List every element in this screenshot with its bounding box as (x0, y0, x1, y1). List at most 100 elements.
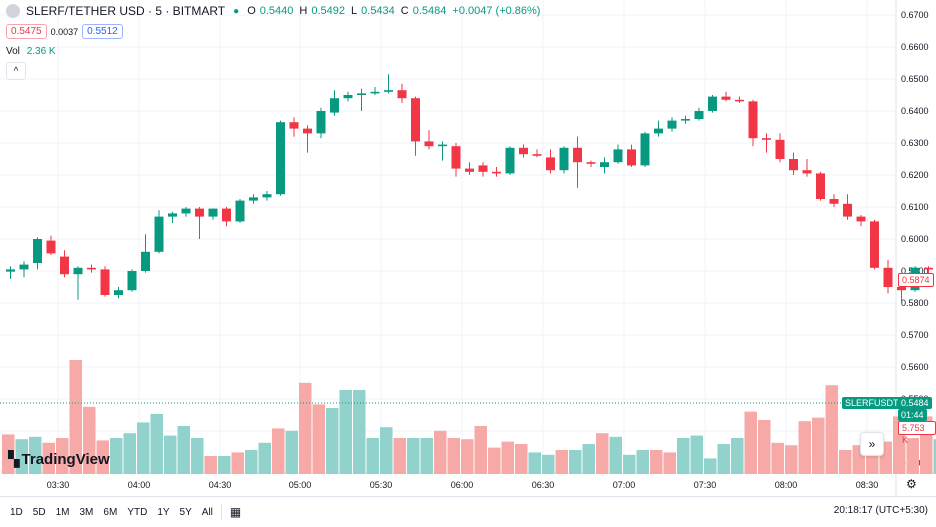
candle-body (330, 98, 339, 112)
y-tick-label: 0.6100 (901, 202, 929, 212)
volume-bar (205, 456, 218, 474)
volume-bar (461, 439, 474, 474)
candle-body (128, 271, 137, 290)
tradingview-wordmark: TradingView (22, 451, 110, 468)
candle-body (479, 165, 488, 171)
candle-body (452, 146, 461, 168)
candle-body (695, 111, 704, 119)
volume-bar (124, 433, 137, 474)
y-tick-label: 0.6200 (901, 170, 929, 180)
ohlc-open-value: 0.5440 (260, 5, 294, 17)
range-button-ytd[interactable]: YTD (127, 507, 147, 518)
volume-bar (785, 445, 798, 474)
volume-bar (677, 438, 690, 474)
volume-bar (286, 431, 299, 474)
candle-body (924, 268, 933, 270)
y-tick-label: 0.6500 (901, 74, 929, 84)
candle-body (735, 100, 744, 102)
candle-body (168, 213, 177, 216)
candle-body (182, 209, 191, 214)
candle-body (290, 122, 299, 128)
tradingview-logo[interactable]: ▚ TradingView (8, 450, 110, 468)
volume-bar (772, 443, 785, 474)
y-tick-label: 0.6600 (901, 42, 929, 52)
volume-bar (380, 427, 393, 474)
candle-body (492, 172, 501, 174)
y-tick-label: 0.6300 (901, 138, 929, 148)
collapse-legend-button[interactable]: ^ (6, 62, 26, 80)
ohlc-low-label: L (351, 5, 357, 17)
volume-bar (232, 452, 245, 474)
buy-price-button[interactable]: 0.5512 (82, 24, 123, 39)
volume-bar (326, 408, 339, 474)
candle-body (762, 138, 771, 140)
volume-bar (191, 438, 204, 474)
range-button-3m[interactable]: 3M (80, 507, 94, 518)
timezone-clock[interactable]: 20:18:17 (UTC+5:30) (834, 505, 928, 516)
x-tick-label: 04:30 (209, 480, 232, 490)
candle-body (6, 269, 15, 271)
candle-body (276, 122, 285, 194)
volume-bar (434, 431, 447, 474)
x-tick-label: 05:30 (370, 480, 393, 490)
volume-bar (664, 452, 677, 474)
bottom-toolbar: 1D 5D 1M 3M 6M YTD 1Y 5Y All ▦ 20:18:17 (UTC+5:3… (0, 496, 936, 527)
volume-label[interactable]: Vol (6, 46, 20, 57)
bar-countdown-tag: 01:44 (898, 409, 927, 421)
symbol-title[interactable]: SLERF/TETHER USD · 5 · BITMART (26, 4, 225, 18)
candle-body (47, 241, 56, 254)
last-price-tag: 0.5484 (898, 397, 932, 409)
range-button-1y[interactable]: 1Y (157, 507, 169, 518)
candle-body (600, 162, 609, 167)
volume-bar (637, 450, 650, 474)
range-button-all[interactable]: All (202, 507, 213, 518)
candle-body (803, 170, 812, 173)
price-change: +0.0047 (+0.86%) (452, 5, 540, 17)
range-button-1m[interactable]: 1M (56, 507, 70, 518)
volume-bar (245, 450, 258, 474)
volume-bar (313, 404, 326, 474)
x-tick-label: 07:30 (694, 480, 717, 490)
calendar-icon[interactable]: ▦ (230, 505, 241, 519)
candle-body (438, 145, 447, 147)
range-button-5y[interactable]: 5Y (180, 507, 192, 518)
spread-value: 0.0037 (51, 27, 79, 37)
candle-body (33, 239, 42, 263)
sell-price-button[interactable]: 0.5475 (6, 24, 47, 39)
candle-body (74, 268, 83, 274)
volume-tag: 5.753 K (898, 421, 936, 435)
y-tick-label: 0.6400 (901, 106, 929, 116)
candle-body (668, 121, 677, 129)
volume-bar (178, 426, 191, 474)
candle-body (236, 201, 245, 222)
market-status-dot-icon: ● (233, 6, 239, 17)
candle-body (587, 162, 596, 164)
scroll-to-realtime-button[interactable]: » (860, 432, 884, 456)
candle-body (776, 140, 785, 159)
candle-body (222, 209, 231, 222)
candle-body (411, 98, 420, 141)
volume-bar (691, 436, 704, 474)
candle-body (546, 157, 555, 170)
candle-body (533, 154, 542, 156)
x-tick-label: 08:00 (775, 480, 798, 490)
candle-body (465, 169, 474, 172)
volume-bar (556, 450, 569, 474)
x-tick-label: 07:00 (613, 480, 636, 490)
candle-body (60, 257, 69, 275)
candle-body (722, 97, 731, 100)
settings-gear-icon[interactable]: ⚙ (906, 477, 917, 491)
candle-body (344, 95, 353, 98)
volume-bar (610, 437, 623, 474)
candle-body (681, 119, 690, 121)
range-button-5d[interactable]: 5D (33, 507, 46, 518)
volume-bar (758, 420, 771, 474)
volume-bar (583, 444, 596, 474)
range-button-6m[interactable]: 6M (103, 507, 117, 518)
candle-body (573, 148, 582, 162)
volume-bar (151, 414, 164, 474)
range-button-1d[interactable]: 1D (10, 507, 23, 518)
volume-bar (812, 418, 825, 474)
